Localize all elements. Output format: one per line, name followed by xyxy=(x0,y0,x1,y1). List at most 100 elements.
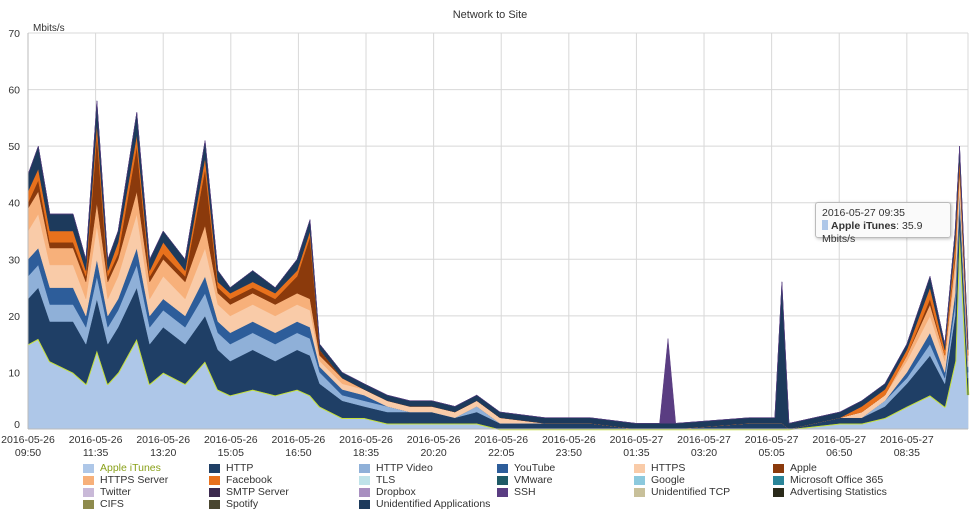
legend-swatch xyxy=(634,487,645,497)
x-tick-time: 09:50 xyxy=(15,447,41,459)
legend-item-microsoft-office-365[interactable]: Microsoft Office 365 xyxy=(773,474,933,486)
x-tick-time: 11:35 xyxy=(83,447,109,459)
legend-swatch xyxy=(209,463,220,473)
x-tick-time: 18:35 xyxy=(353,447,379,459)
legend-item-http-video[interactable]: HTTP Video xyxy=(359,462,497,474)
legend-item-apple[interactable]: Apple xyxy=(773,462,933,474)
x-tick-date: 2016-05-27 xyxy=(677,434,731,446)
y-tick-label: 30 xyxy=(8,254,20,266)
y-tick-label: 50 xyxy=(8,141,20,153)
x-tick-time: 05:05 xyxy=(758,447,784,459)
x-tick-time: 15:05 xyxy=(218,447,244,459)
legend-label: SSH xyxy=(514,486,536,498)
legend-item-https-server[interactable]: HTTPS Server xyxy=(83,474,209,486)
legend-item-vmware[interactable]: VMware xyxy=(497,474,634,486)
legend-swatch xyxy=(359,487,370,497)
legend-item-tls[interactable]: TLS xyxy=(359,474,497,486)
y-tick-label: 0 xyxy=(14,419,20,431)
x-tick-date: 2016-05-26 xyxy=(204,434,258,446)
legend-label: YouTube xyxy=(514,462,556,474)
legend-label: Unidentified Applications xyxy=(376,498,491,510)
x-tick-time: 01:35 xyxy=(623,447,649,459)
legend-label: VMware xyxy=(514,474,553,486)
tooltip-time: 2016-05-27 09:35 xyxy=(822,207,905,219)
x-tick-date: 2016-05-26 xyxy=(542,434,596,446)
legend-item-apple-itunes[interactable]: Apple iTunes xyxy=(83,462,209,474)
x-tick-date: 2016-05-26 xyxy=(407,434,461,446)
x-tick-date: 2016-05-27 xyxy=(610,434,664,446)
legend-label: HTTP xyxy=(226,462,254,474)
legend-swatch xyxy=(83,475,94,485)
legend-label: CIFS xyxy=(100,498,124,510)
legend-label: SMTP Server xyxy=(226,486,289,498)
legend-label: Facebook xyxy=(226,474,273,486)
legend-item-twitter[interactable]: Twitter xyxy=(83,486,209,498)
legend-label: Apple iTunes xyxy=(100,462,161,474)
x-tick-time: 13:20 xyxy=(150,447,176,459)
tooltip: 2016-05-27 09:35 Apple iTunes: 35.9 Mbit… xyxy=(815,202,951,245)
area-ssh[interactable] xyxy=(27,100,969,424)
y-tick-label: 20 xyxy=(8,311,20,323)
legend-swatch xyxy=(209,475,220,485)
legend-swatch xyxy=(359,463,370,473)
legend-swatch xyxy=(83,499,94,509)
x-tick-date: 2016-05-27 xyxy=(880,434,934,446)
legend-label: HTTP Video xyxy=(376,462,433,474)
legend-label: Twitter xyxy=(100,486,131,498)
legend-swatch xyxy=(634,475,645,485)
legend-label: Unidentified TCP xyxy=(651,486,731,498)
x-tick-time: 06:50 xyxy=(826,447,852,459)
x-tick-date: 2016-05-26 xyxy=(69,434,123,446)
legend-item-unidentified-tcp[interactable]: Unidentified TCP xyxy=(634,486,773,498)
x-tick-date: 2016-05-26 xyxy=(136,434,190,446)
x-tick-date: 2016-05-27 xyxy=(812,434,866,446)
x-tick-date: 2016-05-26 xyxy=(272,434,326,446)
y-tick-label: 60 xyxy=(8,85,20,97)
legend-item-cifs[interactable]: CIFS xyxy=(83,498,209,510)
legend-swatch xyxy=(359,499,370,509)
y-tick-label: 40 xyxy=(8,198,20,210)
legend-label: Advertising Statistics xyxy=(790,486,887,498)
x-tick-date: 2016-05-27 xyxy=(745,434,799,446)
legend-swatch xyxy=(497,463,508,473)
legend-item-dropbox[interactable]: Dropbox xyxy=(359,486,497,498)
legend-label: Apple xyxy=(790,462,817,474)
x-tick-date: 2016-05-26 xyxy=(1,434,55,446)
legend-swatch xyxy=(209,499,220,509)
legend-swatch xyxy=(209,487,220,497)
x-tick-time: 23:50 xyxy=(556,447,582,459)
legend-item-google[interactable]: Google xyxy=(634,474,773,486)
legend-item-advertising-statistics[interactable]: Advertising Statistics xyxy=(773,486,933,498)
legend-label: Dropbox xyxy=(376,486,416,498)
x-tick-date: 2016-05-26 xyxy=(474,434,528,446)
legend-item-ssh[interactable]: SSH xyxy=(497,486,634,498)
legend-label: Google xyxy=(651,474,685,486)
legend-item-facebook[interactable]: Facebook xyxy=(209,474,359,486)
y-tick-label: 10 xyxy=(8,367,20,379)
legend-item-spotify[interactable]: Spotify xyxy=(209,498,359,510)
legend-item-unidentified-applications[interactable]: Unidentified Applications xyxy=(359,498,497,510)
legend-item-https[interactable]: HTTPS xyxy=(634,462,773,474)
x-tick-time: 20:20 xyxy=(420,447,446,459)
legend-label: Microsoft Office 365 xyxy=(790,474,884,486)
x-tick-time: 16:50 xyxy=(285,447,311,459)
y-tick-label: 70 xyxy=(8,28,20,40)
legend-swatch xyxy=(773,463,784,473)
legend-swatch xyxy=(634,463,645,473)
legend-item-youtube[interactable]: YouTube xyxy=(497,462,634,474)
legend-swatch xyxy=(497,475,508,485)
tooltip-series: Apple iTunes xyxy=(831,220,897,232)
legend-swatch xyxy=(773,475,784,485)
legend-swatch xyxy=(497,487,508,497)
legend-item-http[interactable]: HTTP xyxy=(209,462,359,474)
y-axis-label: Mbits/s xyxy=(33,23,65,34)
x-tick-time: 22:05 xyxy=(488,447,514,459)
tooltip-swatch xyxy=(822,220,828,230)
legend-label: HTTPS Server xyxy=(100,474,169,486)
legend-swatch xyxy=(83,463,94,473)
legend-item-smtp-server[interactable]: SMTP Server xyxy=(209,486,359,498)
x-tick-time: 08:35 xyxy=(894,447,920,459)
legend: Apple iTunes HTTP HTTP Video YouTube HTTPS Ap… xyxy=(83,462,933,510)
